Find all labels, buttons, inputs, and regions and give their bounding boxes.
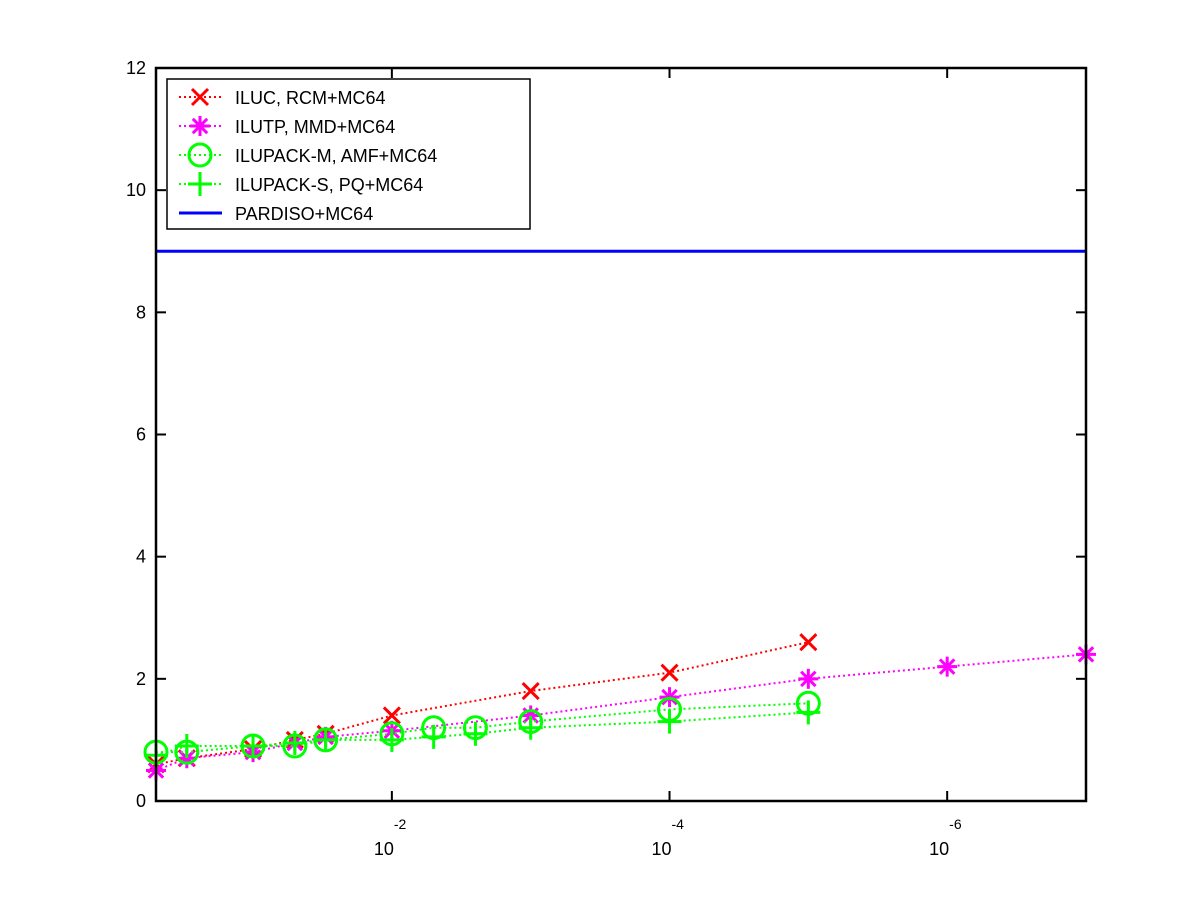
series-1-line (155, 641, 809, 766)
legend-entry-5: PARDISO+MC64 (179, 204, 373, 224)
x-tick-base-3: 10 (929, 839, 949, 859)
series-2-point-9-stroke-d2 (800, 670, 817, 688)
x-tick-base-1: 10 (374, 839, 394, 859)
series-2-point-10-stroke-d2 (938, 658, 956, 675)
legend-entry-3-label: ILUPACK-M, AMF+MC64 (235, 146, 437, 166)
legend-entry-5-label: PARDISO+MC64 (235, 204, 373, 224)
y-tick-label-10: 10 (126, 180, 146, 200)
series-layer (143, 249, 1096, 781)
series-1-point-6 (382, 706, 401, 725)
y-tick-label-6: 6 (136, 425, 146, 445)
legend-entry-1-marker-stroke-b (190, 87, 210, 107)
y-tick-label-8: 8 (136, 302, 146, 322)
series-1-point-6-stroke-b (382, 706, 401, 725)
y-tick-label-12: 12 (126, 58, 146, 78)
series-4-point-10 (657, 709, 682, 734)
series-1-point-8 (660, 663, 679, 682)
series-4-line (155, 711, 809, 757)
series-2-point-10 (937, 656, 958, 677)
legend-entry-4: ILUPACK-S, PQ+MC64 (179, 172, 423, 196)
series-1-point-8-stroke-b (660, 663, 679, 682)
x-tick-base-2: 10 (651, 839, 671, 859)
series-4-point-7 (421, 724, 446, 749)
legend-entry-2-label: ILUTP, MMD+MC64 (235, 117, 395, 137)
y-tick-label-4: 4 (136, 547, 146, 567)
legend-entry-3: ILUPACK-M, AMF+MC64 (179, 142, 437, 168)
legend-entry-1-marker (190, 87, 210, 107)
series-4-point-6 (379, 727, 404, 752)
legend: ILUC, RCM+MC64 ILUTP, MMD+MC64 ILUPACK-M, … (166, 78, 531, 230)
legend-entry-1-label: ILUC, RCM+MC64 (235, 88, 386, 108)
series-4-point-2 (174, 734, 199, 759)
legend-entry-1: ILUC, RCM+MC64 (179, 87, 386, 108)
legend-entry-4-marker (188, 172, 212, 196)
legend-entry-3-marker (187, 142, 213, 168)
series-4-point-8 (463, 721, 488, 746)
series-4-point-4 (282, 730, 307, 755)
legend-entry-2-marker-stroke-d2 (191, 117, 209, 135)
legend-entry-2-marker (190, 116, 210, 136)
x-tick-exponent-2: -4 (672, 816, 685, 832)
series-1-point-7-stroke-b (521, 681, 540, 701)
series-1-point-9-stroke-b (799, 633, 818, 652)
legend-entry-2: ILUTP, MMD+MC64 (179, 116, 395, 137)
legend-entry-3-marker-ring (187, 142, 213, 168)
series-4-point-3 (241, 734, 266, 759)
x-tick-exponent-3: -6 (949, 816, 962, 832)
legend-entry-4-label: ILUPACK-S, PQ+MC64 (235, 175, 423, 195)
series-4-point-9 (518, 715, 543, 740)
series-1-point-7 (521, 681, 540, 701)
series-3-line (156, 702, 809, 754)
series-4-point-11 (796, 700, 821, 725)
x-tick-exponent-1: -2 (394, 816, 407, 832)
legend-box (166, 78, 531, 230)
series-4-point-5 (313, 727, 338, 752)
y-tick-label-0: 0 (136, 791, 146, 811)
series-1-point-9 (799, 633, 818, 652)
series-2-point-9 (798, 668, 819, 689)
y-tick-label-2: 2 (136, 669, 146, 689)
series-4 (144, 700, 821, 768)
